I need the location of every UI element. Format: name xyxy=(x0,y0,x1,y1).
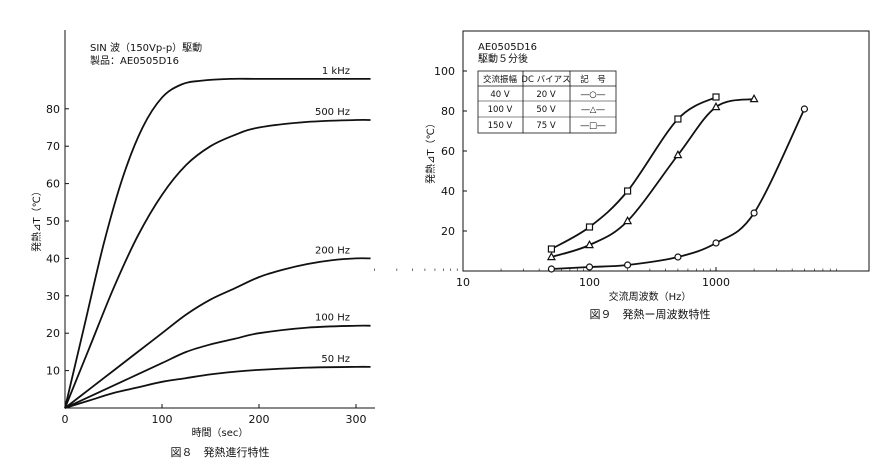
left-curve-label: 100 Hz xyxy=(315,313,350,324)
circle-marker xyxy=(800,105,809,113)
legend-row1-bias: 20 V xyxy=(536,90,556,100)
left-xtick-label: 100 xyxy=(152,413,173,426)
legend-row2-bias: 50 V xyxy=(536,105,556,115)
legend-table-border xyxy=(477,70,617,134)
legend-row3-amplitude: 150 V xyxy=(488,121,513,131)
left-xtick-label: 300 xyxy=(346,413,367,426)
legend-header-amplitude: 交流振幅 xyxy=(483,74,518,85)
left-ytick-label: 20 xyxy=(46,327,60,340)
left-ytick-label: 30 xyxy=(46,290,60,303)
legend-header-bias: DC バイアス xyxy=(521,75,570,85)
legend-row2-amplitude: 100 V xyxy=(488,105,513,115)
right-xtick-label: 10 xyxy=(456,276,470,289)
triangle-marker xyxy=(584,239,595,249)
left-series-line xyxy=(64,257,371,409)
right-ytick-label: 100 xyxy=(434,65,455,78)
left-annotation-2: 製品：AE0505D16 xyxy=(90,54,179,67)
right-ticks: 10 100 1000 20 40 60 80 100 xyxy=(374,65,838,289)
left-ytick-label: 10 xyxy=(46,365,60,378)
legend-row3-symbol: ―□― xyxy=(580,121,606,131)
circle-marker xyxy=(585,263,594,271)
legend-row2-symbol: ―△― xyxy=(581,105,605,115)
legend-header-symbol: 記 号 xyxy=(580,74,606,85)
square-marker xyxy=(712,93,720,101)
triangle-marker xyxy=(623,215,633,225)
right-ytick-label: 60 xyxy=(441,145,455,158)
right-frame xyxy=(462,30,870,272)
right-annotation-2: 駆動５分後 xyxy=(478,52,528,65)
right-ytick-label: 40 xyxy=(441,185,455,198)
left-axes xyxy=(64,30,375,409)
left-ticks: 0 100 200 300 10 20 30 40 50 60 70 80 xyxy=(46,103,367,426)
square-marker xyxy=(623,187,632,195)
left-series-line xyxy=(64,77,371,409)
left-caption: 図８ 発熱進行特性 xyxy=(171,445,270,459)
circle-marker xyxy=(623,261,632,269)
left-curve-labels: 1 kHz 500 Hz 200 Hz 100 Hz 50 Hz xyxy=(315,66,350,365)
left-curve-label: 1 kHz xyxy=(322,66,350,77)
circle-marker xyxy=(674,253,682,261)
legend-row1-amplitude: 40 V xyxy=(490,90,510,100)
left-chart: 0 100 200 300 10 20 30 40 50 60 70 80 1 kHz 500 Hz 20… xyxy=(30,30,375,459)
right-ylabel: 発熱⊿T（℃） xyxy=(424,118,437,184)
left-annotation-1: SIN 波（150Vp-p）駆動 xyxy=(90,41,202,54)
right-lines xyxy=(546,93,809,273)
triangle-marker xyxy=(673,149,683,159)
right-xtick-label: 100 xyxy=(579,276,600,289)
left-ytick-label: 70 xyxy=(46,140,60,153)
triangle-marker xyxy=(749,93,759,103)
legend-table: 交流振幅 DC バイアス 記 号 40 V 20 V ―○― 100 V 50 … xyxy=(477,70,617,134)
right-chart: 10 100 1000 20 40 60 80 100 AE0505D16 駆動５分後 交流振… xyxy=(374,30,870,321)
right-ytick-label: 80 xyxy=(441,105,455,118)
square-marker xyxy=(547,245,556,253)
right-xlabel: 交流周波数（Hz） xyxy=(609,290,692,303)
left-xtick-label: 0 xyxy=(62,413,69,426)
legend-row1-symbol: ―○― xyxy=(581,90,606,100)
left-ylabel: 発熱⊿T（℃） xyxy=(30,186,43,252)
circle-marker xyxy=(712,239,720,247)
legend-row3-bias: 75 V xyxy=(536,121,556,131)
left-ytick-label: 50 xyxy=(46,215,60,228)
circle-marker xyxy=(750,209,758,217)
left-series-line xyxy=(64,365,371,409)
left-xlabel: 時間（sec） xyxy=(192,427,249,439)
left-xtick-label: 200 xyxy=(249,413,270,426)
left-curve-label: 50 Hz xyxy=(321,354,350,365)
left-series-line xyxy=(64,324,371,409)
left-series-line xyxy=(64,118,371,409)
square-marker xyxy=(585,223,594,231)
triangle-marker xyxy=(546,251,556,261)
right-xtick-label: 1000 xyxy=(702,276,730,289)
triangle-marker xyxy=(711,101,721,111)
left-ytick-label: 60 xyxy=(46,178,60,191)
right-caption: 図９ 発熱ー周波数特性 xyxy=(590,307,711,321)
circle-marker xyxy=(547,265,556,273)
left-lines xyxy=(64,77,371,409)
square-marker xyxy=(674,115,682,123)
right-ytick-label: 20 xyxy=(441,225,455,238)
left-curve-label: 500 Hz xyxy=(315,107,350,118)
right-annotation-1: AE0505D16 xyxy=(478,42,537,53)
left-ytick-label: 80 xyxy=(46,103,60,116)
left-ytick-label: 40 xyxy=(46,252,60,265)
left-curve-label: 200 Hz xyxy=(315,245,350,256)
